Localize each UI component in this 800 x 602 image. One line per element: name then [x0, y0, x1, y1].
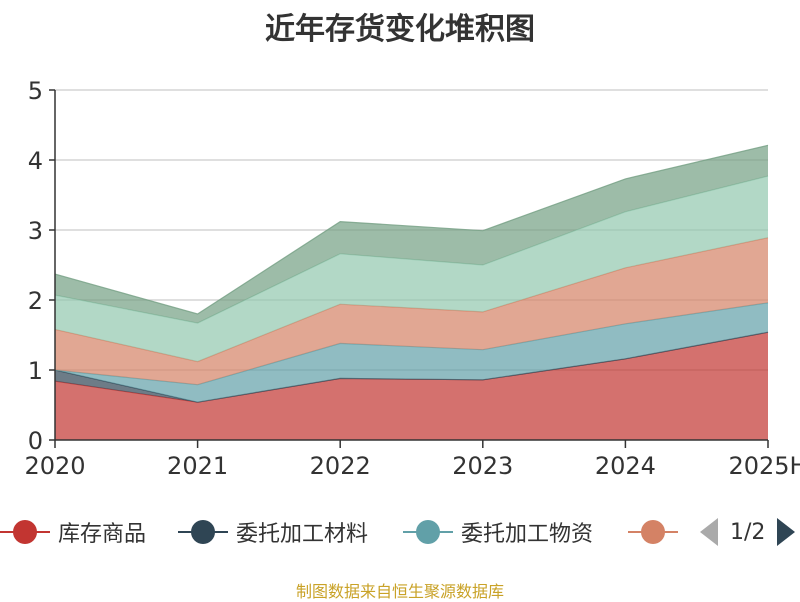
legend-item-1[interactable]: 委托加工材料	[178, 512, 368, 552]
y-tick-label: 3	[28, 217, 43, 245]
legend-symbol-icon	[403, 512, 453, 552]
prev-page-icon[interactable]	[700, 518, 718, 546]
x-tick-label: 2025H	[728, 452, 800, 480]
x-tick-label: 2023	[452, 452, 513, 480]
x-tick-label: 2021	[167, 452, 228, 480]
y-tick-label: 4	[28, 147, 43, 175]
legend-dot-icon	[641, 520, 665, 544]
series-area-4	[55, 176, 768, 362]
legend: 库存商品 委托加工材料 委托加工物资	[0, 512, 800, 552]
next-page-icon[interactable]	[777, 518, 796, 546]
series-area-3	[55, 237, 768, 385]
legend-item-3[interactable]	[628, 512, 686, 552]
legend-label: 库存商品	[58, 522, 147, 547]
x-tick-label: 2020	[24, 452, 85, 480]
legend-dot-icon	[13, 520, 37, 544]
series-area-2	[55, 302, 768, 403]
series-area-0	[55, 332, 768, 440]
source-note: 制图数据来自恒生聚源数据库	[295, 582, 504, 601]
legend-label: 委托加工材料	[236, 522, 369, 547]
legend-page-indicator: 1/2	[730, 519, 766, 545]
legend-symbol-icon	[628, 512, 678, 552]
chart-title: 近年存货变化堆积图	[265, 12, 535, 47]
legend-dot-icon	[191, 520, 215, 544]
y-tick-label: 1	[28, 357, 43, 385]
y-tick-label: 2	[28, 287, 43, 315]
legend-item-0[interactable]: 库存商品	[0, 512, 146, 552]
tick-labels: 0 1 2 3 4 5 2020 2021 2022 2023 2024 2025H	[24, 77, 800, 480]
series-line-5	[54, 144, 769, 315]
legend-dot-icon	[416, 520, 440, 544]
legend-label: 委托加工物资	[461, 522, 594, 547]
legend-pager: 1/2	[700, 512, 796, 552]
legend-item-2[interactable]: 委托加工物资	[403, 512, 593, 552]
y-tick-label: 5	[28, 77, 43, 105]
x-tick-label: 2022	[310, 452, 371, 480]
legend-symbol-icon	[0, 512, 50, 552]
x-tick-label: 2024	[595, 452, 656, 480]
series-areas	[54, 144, 769, 440]
legend-symbol-icon	[178, 512, 228, 552]
series-area-5	[55, 145, 768, 324]
axes	[49, 89, 769, 448]
y-tick-label: 0	[28, 427, 43, 455]
